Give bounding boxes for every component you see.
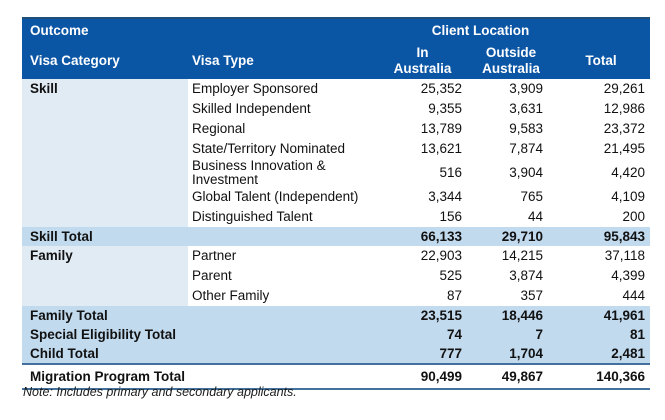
value-in-australia: 74 [375, 325, 471, 345]
value-total: 444 [622, 288, 646, 304]
value-in-australia: 777 [375, 344, 471, 365]
value-total: 21,495 [603, 140, 646, 156]
visa-type-cell: Business Innovation & Investment [192, 159, 326, 188]
value-total: 4,109 [611, 189, 646, 205]
value-total: 29,261 [603, 80, 646, 96]
visa-type-cell: Employer Sponsored [192, 80, 319, 96]
header-row-columns: Visa Category Visa Type In Australia Out… [22, 43, 651, 79]
value-total: 23,372 [603, 120, 646, 136]
visa-type-cell: Parent [192, 268, 232, 284]
value-total: 41,961 [552, 306, 651, 326]
value-outside-australia: 3,631 [509, 100, 544, 116]
value-total: 95,843 [552, 227, 651, 247]
value-outside-australia: 44 [527, 209, 544, 225]
table-row: Regional 13,789 9,583 23,372 [22, 119, 650, 139]
total-row-label: Special Eligibility Total [22, 325, 376, 345]
visa-type-cell: Distinguished Talent [192, 209, 313, 225]
value-total: 81 [552, 325, 651, 345]
visa-type-cell: State/Territory Nominated [192, 140, 346, 156]
category-cell-family: Family [22, 246, 188, 307]
table-row: Global Talent (Independent) 3,344 765 4,… [22, 187, 650, 207]
value-outside-australia: 18,446 [470, 306, 553, 326]
header-visa-type: Visa Type [188, 43, 376, 79]
value-total: 4,420 [611, 165, 646, 181]
table-row: Business Innovation & Investment 516 3,9… [22, 159, 650, 187]
visa-type-cell: Partner [192, 248, 237, 264]
header-outcome: Outcome [22, 17, 376, 43]
total-row-label: Family Total [22, 306, 376, 326]
value-total: 4,399 [611, 268, 646, 284]
value-outside-australia: 9,583 [509, 120, 544, 136]
value-in-australia: 13,621 [420, 140, 463, 156]
value-outside-australia: 1,704 [470, 344, 553, 365]
value-outside-australia: 3,909 [509, 80, 544, 96]
header-outside-australia-label: Outside Australia [482, 45, 540, 76]
table-row: Other Family 87 357 444 [22, 286, 650, 306]
value-total: 37,118 [604, 248, 646, 264]
migration-outcome-table: Outcome Client Location Visa Category Vi… [22, 17, 651, 391]
value-in-australia: 13,789 [420, 120, 463, 136]
header-client-location: Client Location [375, 17, 553, 43]
value-total: 12,986 [603, 100, 646, 116]
table-row: Skill Employer Sponsored 25,352 3,909 29… [22, 79, 650, 228]
value-in-australia: 90,499 [375, 363, 471, 391]
value-total: 140,366 [552, 363, 651, 391]
header-spacer [552, 17, 651, 43]
value-in-australia: 525 [439, 268, 463, 284]
header-outside-australia: Outside Australia [470, 43, 553, 79]
value-outside-australia: 3,874 [509, 268, 544, 284]
visa-type-cell: Other Family [192, 288, 270, 304]
value-in-australia: 87 [446, 288, 463, 304]
value-in-australia: 9,355 [428, 100, 463, 116]
value-in-australia: 23,515 [375, 306, 471, 326]
value-in-australia: 3,344 [428, 189, 463, 205]
value-outside-australia: 7 [470, 325, 553, 345]
table-body: Skill Employer Sponsored 25,352 3,909 29… [22, 79, 651, 391]
value-outside-australia: 7,874 [509, 140, 544, 156]
category-cell-skill: Skill [22, 79, 188, 228]
visa-type-cell: Skilled Independent [192, 100, 311, 116]
value-in-australia: 22,903 [420, 248, 463, 264]
value-in-australia: 156 [439, 209, 463, 225]
header-in-australia-label: In Australia [393, 45, 452, 76]
visa-type-cell: Global Talent (Independent) [192, 189, 359, 205]
family-total-row: Family Total 23,515 18,446 41,961 [22, 306, 651, 326]
value-in-australia: 66,133 [375, 227, 471, 247]
table-row: State/Territory Nominated 13,621 7,874 2… [22, 139, 650, 159]
value-total: 200 [622, 209, 646, 225]
total-row-label: Migration Program Total [22, 363, 376, 391]
value-in-australia: 516 [439, 165, 463, 181]
value-in-australia: 25,352 [420, 80, 463, 96]
migration-program-total-row: Migration Program Total 90,499 49,867 14… [22, 363, 651, 391]
special-eligibility-total-row: Special Eligibility Total 74 7 81 [22, 325, 651, 345]
value-total: 2,481 [552, 344, 651, 365]
total-row-label: Child Total [22, 344, 376, 365]
migration-outcome-table-wrap: Outcome Client Location Visa Category Vi… [22, 17, 651, 391]
value-outside-australia: 14,215 [501, 248, 544, 264]
header-visa-category: Visa Category [22, 43, 188, 79]
header-total: Total [552, 43, 651, 79]
table-row: Parent 525 3,874 4,399 [22, 266, 650, 286]
value-outside-australia: 357 [520, 288, 544, 304]
value-outside-australia: 765 [520, 189, 544, 205]
value-outside-australia: 3,904 [509, 165, 544, 181]
total-row-label: Skill Total [22, 227, 376, 247]
header-in-australia: In Australia [375, 43, 471, 79]
visa-type-cell: Regional [192, 120, 246, 136]
table-row: Family Partner 22,903 14,215 37,118 [22, 246, 650, 307]
child-total-row: Child Total 777 1,704 2,481 [22, 344, 651, 365]
footnote: Note: Includes primary and secondary app… [23, 385, 297, 399]
header-row-group: Outcome Client Location [22, 17, 651, 43]
value-outside-australia: 29,710 [470, 227, 553, 247]
table-header: Outcome Client Location Visa Category Vi… [22, 17, 651, 79]
table-row: Skilled Independent 9,355 3,631 12,986 [22, 99, 650, 119]
table-row: Distinguished Talent 156 44 200 [22, 207, 650, 227]
value-outside-australia: 49,867 [470, 363, 553, 391]
skill-total-row: Skill Total 66,133 29,710 95,843 [22, 227, 651, 247]
